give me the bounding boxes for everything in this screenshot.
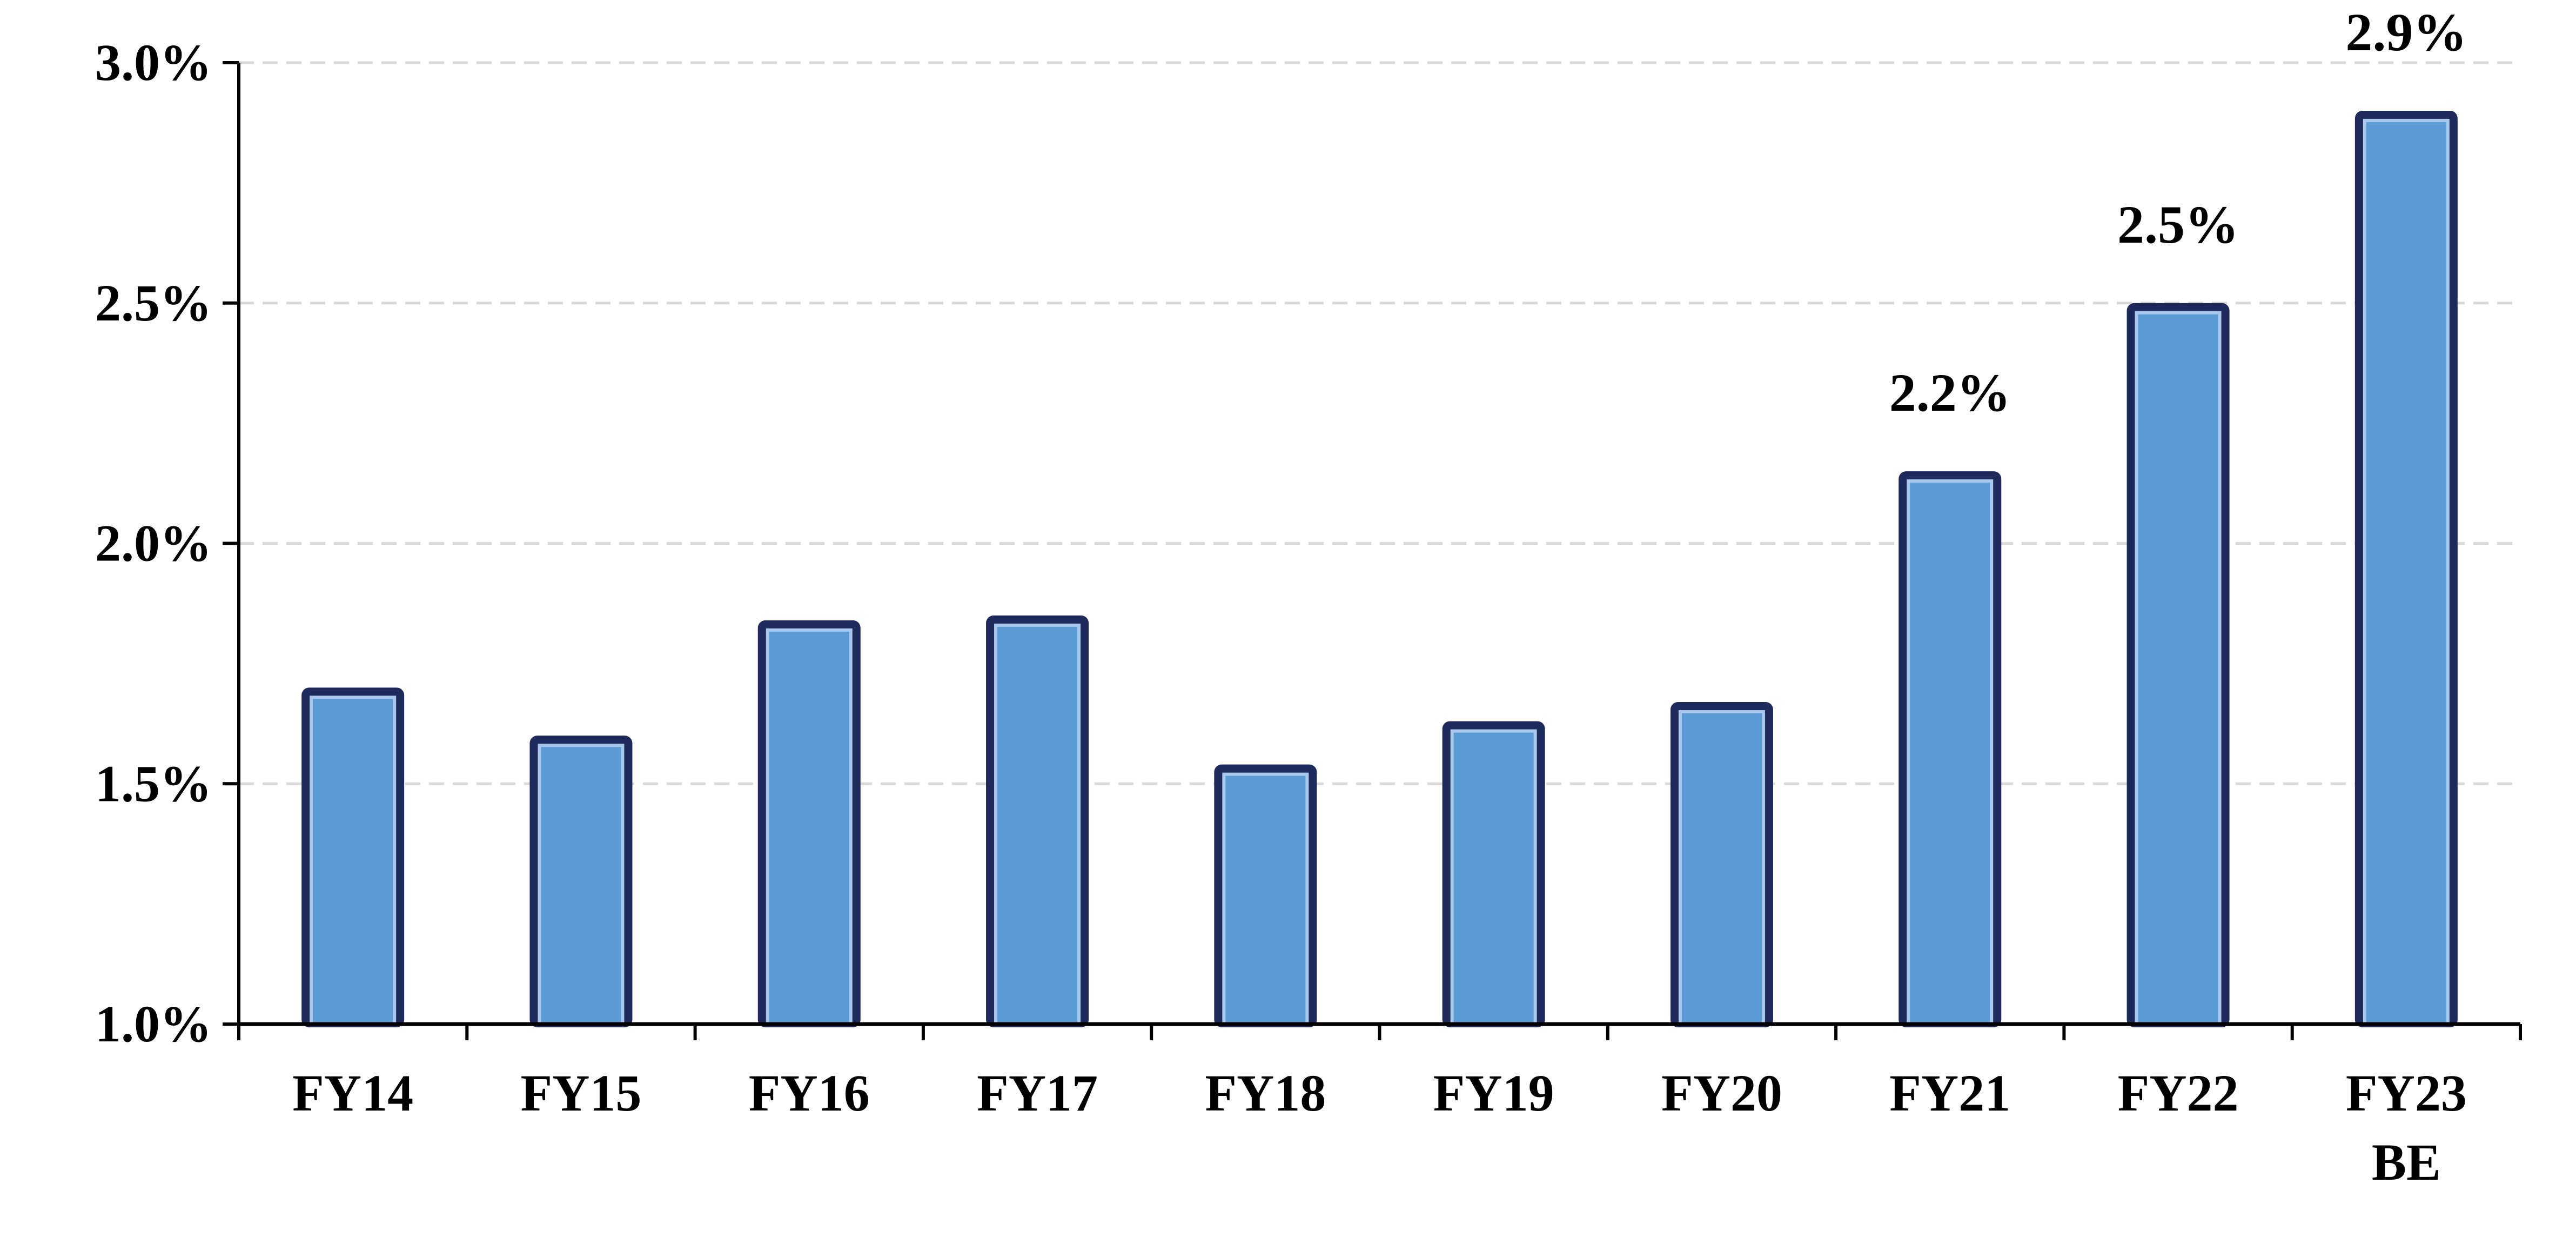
labels: 1.0% 1.5% 2.0% 2.5% 3.0% 2.2% 2.5% 2.9% FY14 FY15… [95, 2, 2467, 1191]
bar-fill [1907, 479, 1994, 1026]
x-tick-label: FY18 [1205, 1064, 1326, 1122]
data-label: 2.5% [2117, 195, 2239, 255]
bar [2126, 303, 2230, 1027]
bar-fill [1450, 729, 1537, 1026]
x-tick-label: FY17 [977, 1064, 1098, 1122]
x-tick-label-line: FY16 [749, 1064, 870, 1122]
bar-fill [2135, 311, 2222, 1026]
y-tick-label: 2.5% [95, 274, 212, 332]
bar [757, 620, 861, 1027]
bar-fill [2363, 118, 2450, 1026]
x-tick-label-line: FY15 [520, 1064, 641, 1122]
bar [2354, 110, 2458, 1028]
bar [301, 687, 405, 1027]
bar [1214, 764, 1317, 1027]
axes [223, 61, 2522, 1040]
x-tick-label-line: FY23 [2346, 1064, 2467, 1122]
y-tick-label: 1.0% [95, 995, 212, 1053]
bar [1670, 702, 1773, 1027]
x-tick-label-line: FY18 [1205, 1064, 1326, 1122]
x-tick-label-line: FY17 [977, 1064, 1098, 1122]
x-tick-label-line: FY22 [2118, 1064, 2239, 1122]
x-tick-label-line: FY20 [1661, 1064, 1782, 1122]
x-tick-label: FY15 [520, 1064, 641, 1122]
bar [1899, 471, 2002, 1028]
data-label: 2.9% [2345, 2, 2467, 62]
y-tick-label: 2.0% [95, 514, 212, 572]
x-tick-label-line: FY19 [1433, 1064, 1554, 1122]
x-tick-label: FY16 [749, 1064, 870, 1122]
bars [301, 110, 2458, 1028]
bar-fill [1222, 772, 1309, 1026]
data-label: 2.2% [1889, 363, 2011, 423]
y-tick-label: 1.5% [95, 754, 212, 812]
x-tick-label: FY22 [2118, 1064, 2239, 1122]
bar-fill [1678, 710, 1765, 1026]
y-tick-label: 3.0% [95, 34, 212, 91]
x-tick-label-line: BE [2372, 1133, 2441, 1191]
bar [1442, 721, 1545, 1027]
bar-fill [766, 628, 853, 1026]
bar-fill [310, 696, 397, 1026]
x-tick-label: FY19 [1433, 1064, 1554, 1122]
x-tick-label: FY20 [1661, 1064, 1782, 1122]
x-tick-label: FY21 [1889, 1064, 2010, 1122]
bar [986, 615, 1089, 1027]
bar [529, 735, 633, 1027]
x-tick-label-line: FY21 [1889, 1064, 2010, 1122]
x-tick-label: FY14 [292, 1064, 413, 1122]
x-tick-label: FY23 BE [2346, 1064, 2467, 1191]
bar-fill [994, 623, 1081, 1026]
bar-fill [538, 744, 625, 1026]
x-tick-label-line: FY14 [292, 1064, 413, 1122]
